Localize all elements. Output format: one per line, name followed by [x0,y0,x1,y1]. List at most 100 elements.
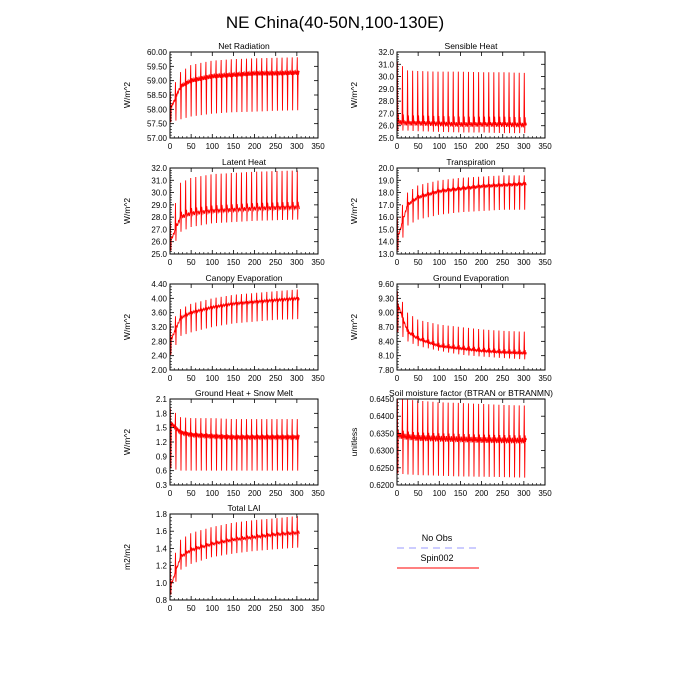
y-tick-label: 19.0 [378,176,394,185]
x-tick-label: 250 [269,374,283,383]
y-tick-label: 58.00 [147,105,168,114]
y-tick-label: 13.0 [378,250,394,259]
y-tick-label: 0.3 [156,481,168,490]
x-tick-label: 50 [187,604,196,613]
y-tick-label: 58.50 [147,91,168,100]
x-tick-label: 50 [414,142,423,151]
y-axis-label: W/m^2 [122,198,132,224]
y-tick-label: 15.0 [378,225,394,234]
y-tick-label: 1.6 [156,527,168,536]
x-tick-label: 250 [496,489,510,498]
x-tick-label: 100 [206,489,220,498]
x-tick-label: 50 [187,374,196,383]
x-tick-label: 50 [414,258,423,267]
plot-frame [169,167,319,255]
x-tick-label: 300 [517,142,531,151]
x-tick-label: 200 [475,258,489,267]
panel-title: Transpiration [446,157,496,167]
y-tick-label: 30.0 [151,189,167,198]
y-tick-label: 8.10 [378,352,394,361]
panels-group: Net Radiation W/m^2 0 50 100 150 200 250 300 350 5… [122,41,553,613]
panel-ground-heat-snow-melt: Ground Heat + Snow Melt W/m^2 0 50 100 150 200… [122,388,325,498]
series-line-spin002 [170,408,300,471]
x-tick-label: 350 [538,142,552,151]
panel-title: Total LAI [227,503,260,513]
y-tick-label: 1.0 [156,579,168,588]
y-tick-label: 0.6300 [370,447,395,456]
x-tick-label: 100 [433,258,447,267]
series-line-spin002 [397,175,527,251]
panel-title: Soil moisture factor (BTRAN or BTRANMN) [389,388,553,398]
plot-frame [169,51,319,139]
series-line-spin002 [397,399,527,478]
y-tick-label: 17.0 [378,201,394,210]
panel-title: Ground Evaporation [433,273,509,283]
x-tick-label: 350 [538,258,552,267]
x-tick-label: 150 [227,258,241,267]
y-tick-label: 32.0 [378,48,394,57]
y-tick-label: 30.0 [378,73,394,82]
y-tick-label: 57.50 [147,120,168,129]
y-tick-label: 1.2 [156,438,168,447]
x-tick-label: 350 [311,374,325,383]
x-tick-label: 0 [168,258,173,267]
x-tick-label: 0 [168,604,173,613]
x-tick-label: 0 [395,142,400,151]
y-tick-label: 4.40 [151,280,167,289]
y-tick-label: 14.0 [378,238,394,247]
y-tick-label: 28.0 [151,213,167,222]
x-tick-label: 50 [414,374,423,383]
y-tick-label: 1.2 [156,562,168,571]
y-tick-label: 32.0 [151,164,167,173]
x-tick-label: 100 [433,142,447,151]
x-tick-label: 150 [227,142,241,151]
panel-title: Ground Heat + Snow Melt [195,388,294,398]
y-tick-label: 16.0 [378,213,394,222]
panel-latent-heat: Latent Heat W/m^2 0 50 100 150 200 250 300 350 25.… [122,157,325,267]
series-line-spin002 [397,291,527,360]
y-tick-label: 1.8 [156,510,168,519]
x-tick-label: 250 [269,142,283,151]
y-tick-label: 9.60 [378,280,394,289]
y-axis-label: m2/m2 [122,544,132,570]
y-tick-label: 0.6250 [370,464,395,473]
x-tick-label: 200 [248,374,262,383]
y-tick-label: 27.0 [378,109,394,118]
x-tick-label: 300 [290,258,304,267]
legend-label-spin002: Spin002 [420,553,453,563]
x-tick-label: 0 [168,489,173,498]
x-tick-label: 50 [414,489,423,498]
x-tick-label: 0 [395,374,400,383]
x-tick-label: 150 [454,258,468,267]
y-tick-label: 2.1 [156,395,168,404]
y-tick-label: 25.0 [378,134,394,143]
x-tick-label: 50 [187,489,196,498]
y-tick-label: 25.0 [151,250,167,259]
y-tick-label: 60.00 [147,48,168,57]
y-axis-label: W/m^2 [349,314,359,340]
y-tick-label: 0.6400 [370,412,395,421]
x-tick-label: 250 [496,374,510,383]
y-tick-label: 29.0 [151,201,167,210]
x-tick-label: 250 [496,258,510,267]
panel-transpiration: Transpiration W/m^2 0 50 100 150 200 250 300 350 1… [349,157,552,267]
x-tick-label: 200 [475,142,489,151]
x-tick-label: 350 [311,142,325,151]
y-tick-label: 4.00 [151,294,167,303]
x-tick-label: 300 [290,142,304,151]
panel-title: Canopy Evaporation [205,273,282,283]
legend-label-no-obs: No Obs [422,533,453,543]
y-tick-label: 2.40 [151,352,167,361]
panel-soil-moisture-factor-btran-or-btranmn: Soil moisture factor (BTRAN or BTRANMN) u… [349,388,553,498]
panel-canopy-evaporation: Canopy Evaporation W/m^2 0 50 100 150 200 250 30… [122,273,325,383]
x-tick-label: 300 [290,604,304,613]
y-tick-label: 20.0 [378,164,394,173]
x-tick-label: 150 [227,489,241,498]
figure-title: NE China(40-50N,100-130E) [226,13,444,32]
x-tick-label: 0 [395,258,400,267]
x-tick-label: 350 [311,489,325,498]
panel-title: Latent Heat [222,157,267,167]
series-line-spin002 [170,170,300,251]
panel-net-radiation: Net Radiation W/m^2 0 50 100 150 200 250 300 350 5… [122,41,325,151]
